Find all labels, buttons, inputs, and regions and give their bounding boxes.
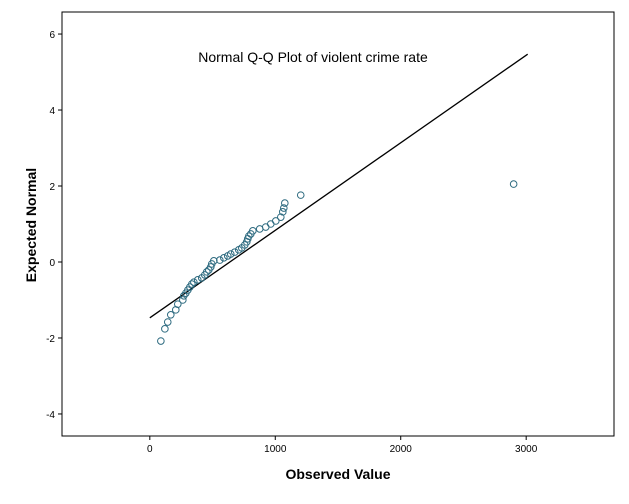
x-tick-label: 1000 — [264, 444, 287, 455]
data-point — [271, 217, 280, 225]
data-point — [281, 199, 289, 207]
data-point — [206, 263, 215, 271]
data-point — [220, 254, 228, 262]
data-point — [210, 257, 218, 265]
x-tick-label: 2000 — [390, 444, 413, 455]
x-axis-label: Observed Value — [285, 466, 390, 482]
data-point — [190, 278, 198, 286]
y-tick-label: 2 — [49, 182, 55, 193]
y-tick-label: 4 — [49, 106, 55, 117]
x-tick-label: 0 — [147, 444, 153, 455]
y-tick-label: 6 — [49, 30, 55, 41]
data-point — [296, 191, 305, 199]
data-point — [163, 318, 172, 326]
data-point — [226, 250, 235, 258]
data-point — [280, 204, 288, 212]
data-point — [276, 213, 285, 221]
data-point — [202, 268, 211, 276]
data-point — [230, 248, 239, 256]
chart-title: Normal Q-Q Plot of violent crime rate — [198, 49, 428, 65]
data-point — [157, 337, 165, 345]
data-point — [249, 227, 257, 235]
data-point — [161, 325, 169, 333]
data-point — [509, 180, 518, 188]
y-axis-label: Expected Normal — [23, 168, 39, 282]
data-point — [166, 311, 175, 319]
plot-frame — [61, 11, 615, 437]
y-tick-label: -2 — [46, 334, 55, 345]
data-point — [193, 276, 202, 284]
data-point — [173, 300, 182, 308]
x-tick-label: 3000 — [515, 444, 538, 455]
y-tick-label: -4 — [46, 410, 55, 421]
data-point — [279, 208, 287, 216]
y-tick-label: 0 — [49, 258, 55, 269]
data-point — [179, 296, 187, 304]
data-point — [245, 232, 253, 240]
data-point — [188, 280, 196, 288]
reference-line — [149, 53, 529, 319]
data-point — [216, 256, 224, 264]
